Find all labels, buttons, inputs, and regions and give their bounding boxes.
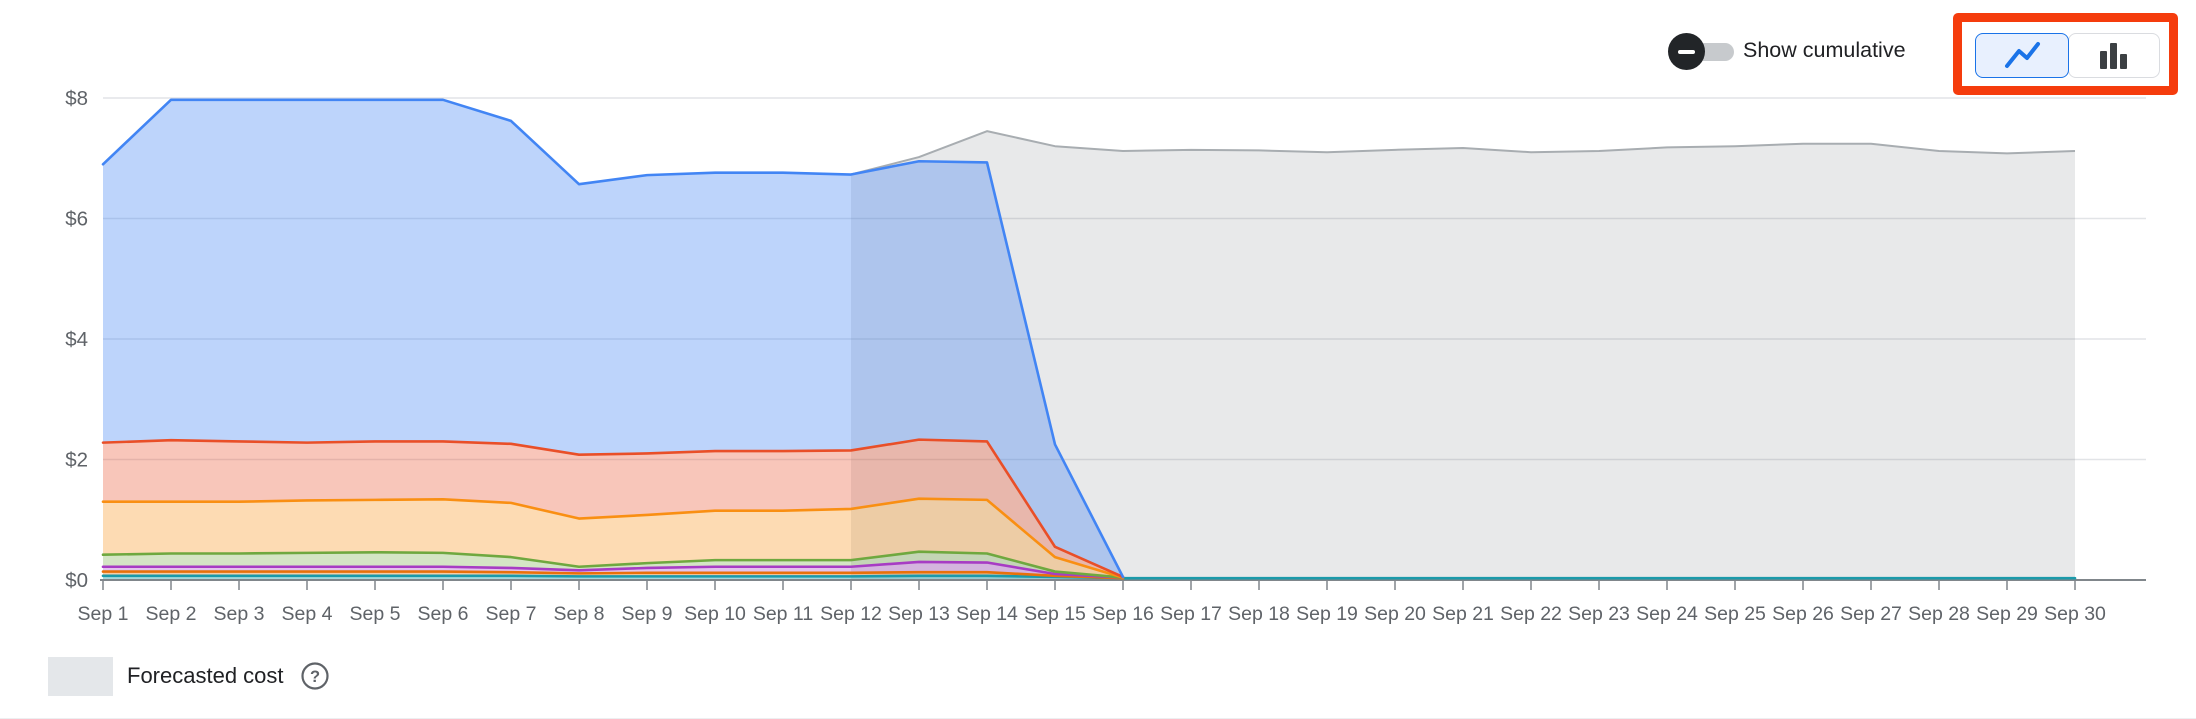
x-axis-label: Sep 20 [1364, 603, 1426, 625]
minus-icon [1678, 49, 1695, 54]
legend: Forecasted cost ? [48, 656, 330, 696]
area-blue [103, 99, 1123, 577]
x-axis-label: Sep 27 [1840, 603, 1902, 625]
show-cumulative-toggle[interactable] [1668, 33, 1738, 71]
x-axis-label: Sep 5 [350, 603, 401, 625]
x-axis-label: Sep 4 [282, 603, 333, 625]
x-axis-label: Sep 19 [1296, 603, 1358, 625]
question-mark-glyph: ? [309, 668, 319, 686]
y-axis-label: $6 [65, 208, 88, 231]
line-chart-button[interactable] [1975, 33, 2069, 78]
x-axis-label: Sep 12 [820, 603, 882, 625]
forecast-line [850, 130, 2076, 176]
x-axis-label: Sep 16 [1092, 603, 1154, 625]
cost-trend-chart: Sep 1 Sep 2 Sep 3 Sep 4 Sep 5 Sep 6 Sep 7 Sep 8… [65, 87, 2146, 625]
x-axis-label: Sep 25 [1704, 603, 1766, 625]
area-red [103, 439, 1123, 578]
x-axis-label: Sep 2 [146, 603, 197, 625]
x-axis-label: Sep 10 [684, 603, 746, 625]
x-axis-label: Sep 11 [753, 603, 813, 625]
line-chart-icon [2005, 41, 2040, 68]
y-axis-label: $4 [65, 328, 88, 351]
x-axis-label: Sep 7 [486, 603, 537, 625]
x-axis-label: Sep 1 [78, 603, 129, 625]
x-axis-label: Sep 15 [1024, 603, 1086, 625]
x-axis-label: Sep 24 [1636, 603, 1698, 625]
chart-type-button-group [1975, 33, 2160, 78]
help-icon[interactable]: ? [300, 661, 330, 691]
x-axis-label: Sep 23 [1568, 603, 1630, 625]
line-purple [101, 560, 1125, 579]
y-axis-label: $8 [65, 87, 88, 110]
bar-chart-button[interactable] [2068, 33, 2160, 78]
forecast-area [851, 131, 2075, 580]
x-axis-label: Sep 30 [2044, 603, 2106, 625]
show-cumulative-label: Show cumulative [1743, 38, 1906, 62]
line-orange [101, 497, 1125, 579]
x-axis-label: Sep 9 [622, 603, 673, 625]
y-axis-label: $2 [65, 449, 88, 472]
x-axis-label: Sep 17 [1160, 603, 1222, 625]
bar-chart-icon [2100, 42, 2127, 69]
x-axis-label: Sep 13 [888, 603, 950, 625]
forecast-legend-label: Forecasted cost [127, 663, 284, 688]
x-axis-label: Sep 14 [956, 603, 1018, 625]
line-red [101, 438, 1125, 579]
y-axis-label: $0 [65, 569, 88, 592]
line-deep-orange [101, 570, 1125, 580]
x-axis-label: Sep 28 [1908, 603, 1970, 625]
line-blue [101, 98, 1125, 579]
forecast-legend-swatch [48, 656, 113, 696]
x-axis-label: Sep 22 [1500, 603, 1562, 625]
toggle-knob-off [1668, 33, 1705, 70]
x-axis-label: Sep 18 [1228, 603, 1290, 625]
x-axis-label: Sep 3 [214, 603, 265, 625]
x-axis-label: Sep 8 [554, 603, 605, 625]
line-green [101, 550, 1125, 579]
x-axis-label: Sep 21 [1432, 603, 1494, 625]
chart-controls: Show cumulative [0, 0, 2196, 100]
x-axis-label: Sep 26 [1772, 603, 1834, 625]
x-axis-label: Sep 6 [418, 603, 469, 625]
x-axis-label: Sep 29 [1976, 603, 2038, 625]
